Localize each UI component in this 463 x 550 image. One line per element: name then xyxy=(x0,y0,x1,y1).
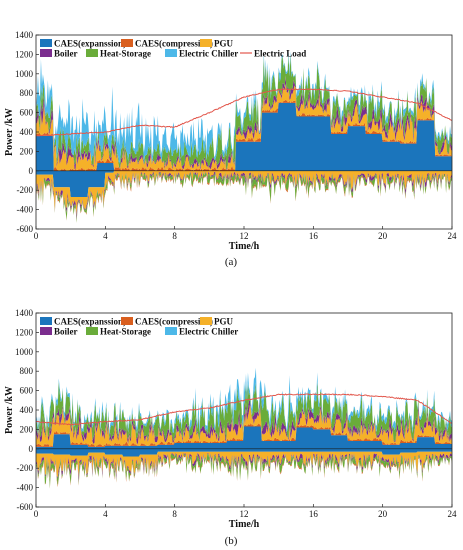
legend-swatch-caes-compression-b xyxy=(121,317,133,325)
legend-swatch-electric-chiller-a xyxy=(165,49,177,57)
ytick-label-a: 200 xyxy=(20,146,34,156)
legend-label-electric-load-a: Electric Load xyxy=(254,49,306,59)
area-caes-expanssion-a xyxy=(36,102,452,171)
legend-swatch-pgu-b xyxy=(200,317,212,325)
ytick-label-a: 0 xyxy=(29,166,34,176)
legend-b: CAES(expanssion) CAES(compression) PGU Boil… xyxy=(40,317,238,337)
xtick-label-a: 8 xyxy=(172,231,177,241)
legend-label-caes-compression-a: CAES(compression) xyxy=(135,39,213,49)
ytick-label-b: 1400 xyxy=(15,308,34,318)
xtick-label-a: 4 xyxy=(103,231,108,241)
ytick-label-a: 1200 xyxy=(15,49,34,59)
ytick-label-a: -400 xyxy=(17,205,34,215)
ytick-label-b: -600 xyxy=(17,502,34,512)
ytick-label-a: 400 xyxy=(20,127,34,137)
xtick-label-a: 24 xyxy=(448,231,458,241)
ytick-label-a: -200 xyxy=(17,185,34,195)
legend-label-caes-expanssion-a: CAES(expanssion) xyxy=(54,39,126,49)
legend-swatch-pgu-a xyxy=(200,39,212,47)
xtick-label-a: 20 xyxy=(378,231,388,241)
ytick-label-a: 600 xyxy=(20,108,34,118)
legend-swatch-boiler-b xyxy=(40,327,52,335)
legend-swatch-caes-expanssion-b xyxy=(40,317,52,325)
area-heat-storage-b xyxy=(36,381,452,442)
area-neg-caes-compression-b xyxy=(36,455,452,489)
ytick-label-b: -200 xyxy=(17,463,34,473)
ytick-label-b: 600 xyxy=(20,386,34,396)
line-electric-load-b xyxy=(36,393,452,426)
legend-swatch-caes-expanssion-a xyxy=(40,39,52,47)
area-pgu-a xyxy=(36,83,452,171)
legend-label-pgu-a: PGU xyxy=(214,39,233,49)
legend-label-boiler-a: Boiler xyxy=(54,49,78,59)
area-neg-pgu-b xyxy=(36,451,452,478)
xtick-label-b: 4 xyxy=(103,509,108,519)
area-heat-storage-a xyxy=(36,54,452,169)
area-boiler-a xyxy=(36,75,452,171)
ytick-label-a: -600 xyxy=(17,224,34,234)
x-axis-label-b: Time/h xyxy=(229,519,260,530)
area-neg-boiler-b xyxy=(36,453,452,484)
area-neg-caes-expanssion-discharge-side-a xyxy=(36,170,452,197)
plot-area-b xyxy=(36,367,452,489)
ytick-label-b: 200 xyxy=(20,424,34,434)
line-electric-load-a xyxy=(36,88,452,137)
legend-label-caes-expanssion-b: CAES(expanssion) xyxy=(54,317,126,327)
legend-label-electric-chiller-a: Electric Chiller xyxy=(179,49,238,59)
legend-swatch-heat-storage-b xyxy=(86,327,98,335)
xtick-label-b: 12 xyxy=(240,509,249,519)
legend-swatch-electric-chiller-b xyxy=(165,327,177,335)
ytick-label-b: 0 xyxy=(29,444,34,454)
xtick-label-b: 16 xyxy=(309,509,319,519)
chart-a: -600 -400 -200 0 200 400 600 800 1000 1200 1400 0 4 8… xyxy=(4,30,457,268)
ytick-label-a: 1400 xyxy=(15,30,34,40)
caption-a: (a) xyxy=(225,256,238,268)
area-neg-heat-storage-b xyxy=(36,453,452,489)
area-pgu-b xyxy=(36,404,452,447)
legend-swatch-caes-compression-a xyxy=(121,39,133,47)
area-neg-heat-storage-a xyxy=(36,172,452,223)
area-caes-compression-b xyxy=(36,422,452,447)
y-axis-label-a: Power /kW xyxy=(4,108,15,156)
ytick-label-b: -400 xyxy=(17,483,34,493)
ytick-label-b: 1000 xyxy=(15,347,34,357)
caption-b: (b) xyxy=(225,535,238,547)
area-electric-chiller-b xyxy=(36,367,452,437)
legend-swatch-heat-storage-a xyxy=(86,49,98,57)
legend-label-caes-compression-b: CAES(compression) xyxy=(135,317,213,327)
legend-label-boiler-b: Boiler xyxy=(54,327,78,337)
area-neg-boiler-a xyxy=(36,171,452,220)
ytick-label-b: 800 xyxy=(20,366,34,376)
ytick-label-b: 400 xyxy=(20,405,34,415)
area-caes-expanssion-b xyxy=(36,426,452,449)
legend-label-pgu-b: PGU xyxy=(214,317,233,327)
legend-label-electric-chiller-b: Electric Chiller xyxy=(179,327,238,337)
xtick-label-a: 12 xyxy=(240,231,249,241)
xtick-label-b: 8 xyxy=(172,509,177,519)
xtick-label-a: 0 xyxy=(34,231,39,241)
xtick-label-a: 16 xyxy=(309,231,319,241)
xtick-label-b: 0 xyxy=(34,509,39,519)
xtick-label-b: 24 xyxy=(448,509,458,519)
legend-label-heat-storage-b: Heat-Storage xyxy=(100,327,151,337)
area-electric-chiller-a xyxy=(36,51,452,164)
plot-area-a xyxy=(36,51,452,223)
ytick-label-b: 1200 xyxy=(15,327,34,337)
x-axis-label-a: Time/h xyxy=(229,241,260,252)
legend-a: CAES(expanssion) CAES(compression) PGU Boil… xyxy=(40,39,306,59)
xtick-label-b: 20 xyxy=(378,509,388,519)
y-axis-label-b: Power /kW xyxy=(4,386,15,434)
ytick-label-a: 800 xyxy=(20,88,34,98)
legend-label-heat-storage-a: Heat-Storage xyxy=(100,49,151,59)
chart-b: -600 -400 -200 0 200 400 600 800 1000 1200 1400 0 4 8… xyxy=(4,308,457,547)
ytick-label-a: 1000 xyxy=(15,69,34,79)
area-boiler-b xyxy=(36,400,452,445)
legend-swatch-boiler-a xyxy=(40,49,52,57)
